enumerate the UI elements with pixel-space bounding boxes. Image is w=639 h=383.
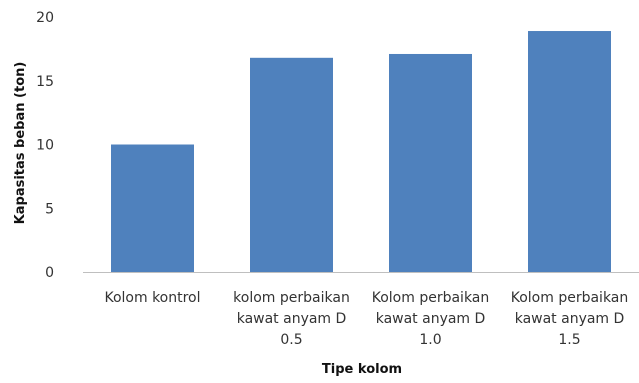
y-tick-label: 5: [45, 201, 54, 217]
bar: [528, 31, 611, 273]
bar: [111, 144, 194, 272]
y-axis-ticks: 0 5 10 15 20: [36, 10, 54, 281]
y-tick-label: 0: [45, 265, 54, 281]
x-category-label: Kolom perbaikan: [511, 290, 629, 306]
x-category-label: 1.0: [419, 332, 441, 348]
x-category-label: kawat anyam D: [515, 311, 625, 327]
y-tick-label: 20: [36, 10, 54, 26]
x-category-label: Kolom perbaikan: [372, 290, 490, 306]
bars: [111, 31, 611, 273]
x-category-label: 1.5: [558, 332, 580, 348]
x-category-label: 0.5: [280, 332, 302, 348]
y-tick-label: 15: [36, 74, 54, 90]
x-category-label: kawat anyam D: [237, 311, 347, 327]
x-axis-category-labels: Kolom kontrol kolom perbaikan kawat anyam …: [104, 290, 628, 348]
x-axis-title: Tipe kolom: [322, 362, 402, 377]
bar: [250, 57, 333, 272]
bar: [389, 53, 472, 272]
y-axis-title: Kapasitas beban (ton): [13, 62, 28, 225]
x-category-label: kawat anyam D: [376, 311, 486, 327]
y-tick-label: 10: [36, 138, 54, 154]
x-category-label: kolom perbaikan: [233, 290, 350, 306]
x-category-label: Kolom kontrol: [104, 290, 200, 306]
